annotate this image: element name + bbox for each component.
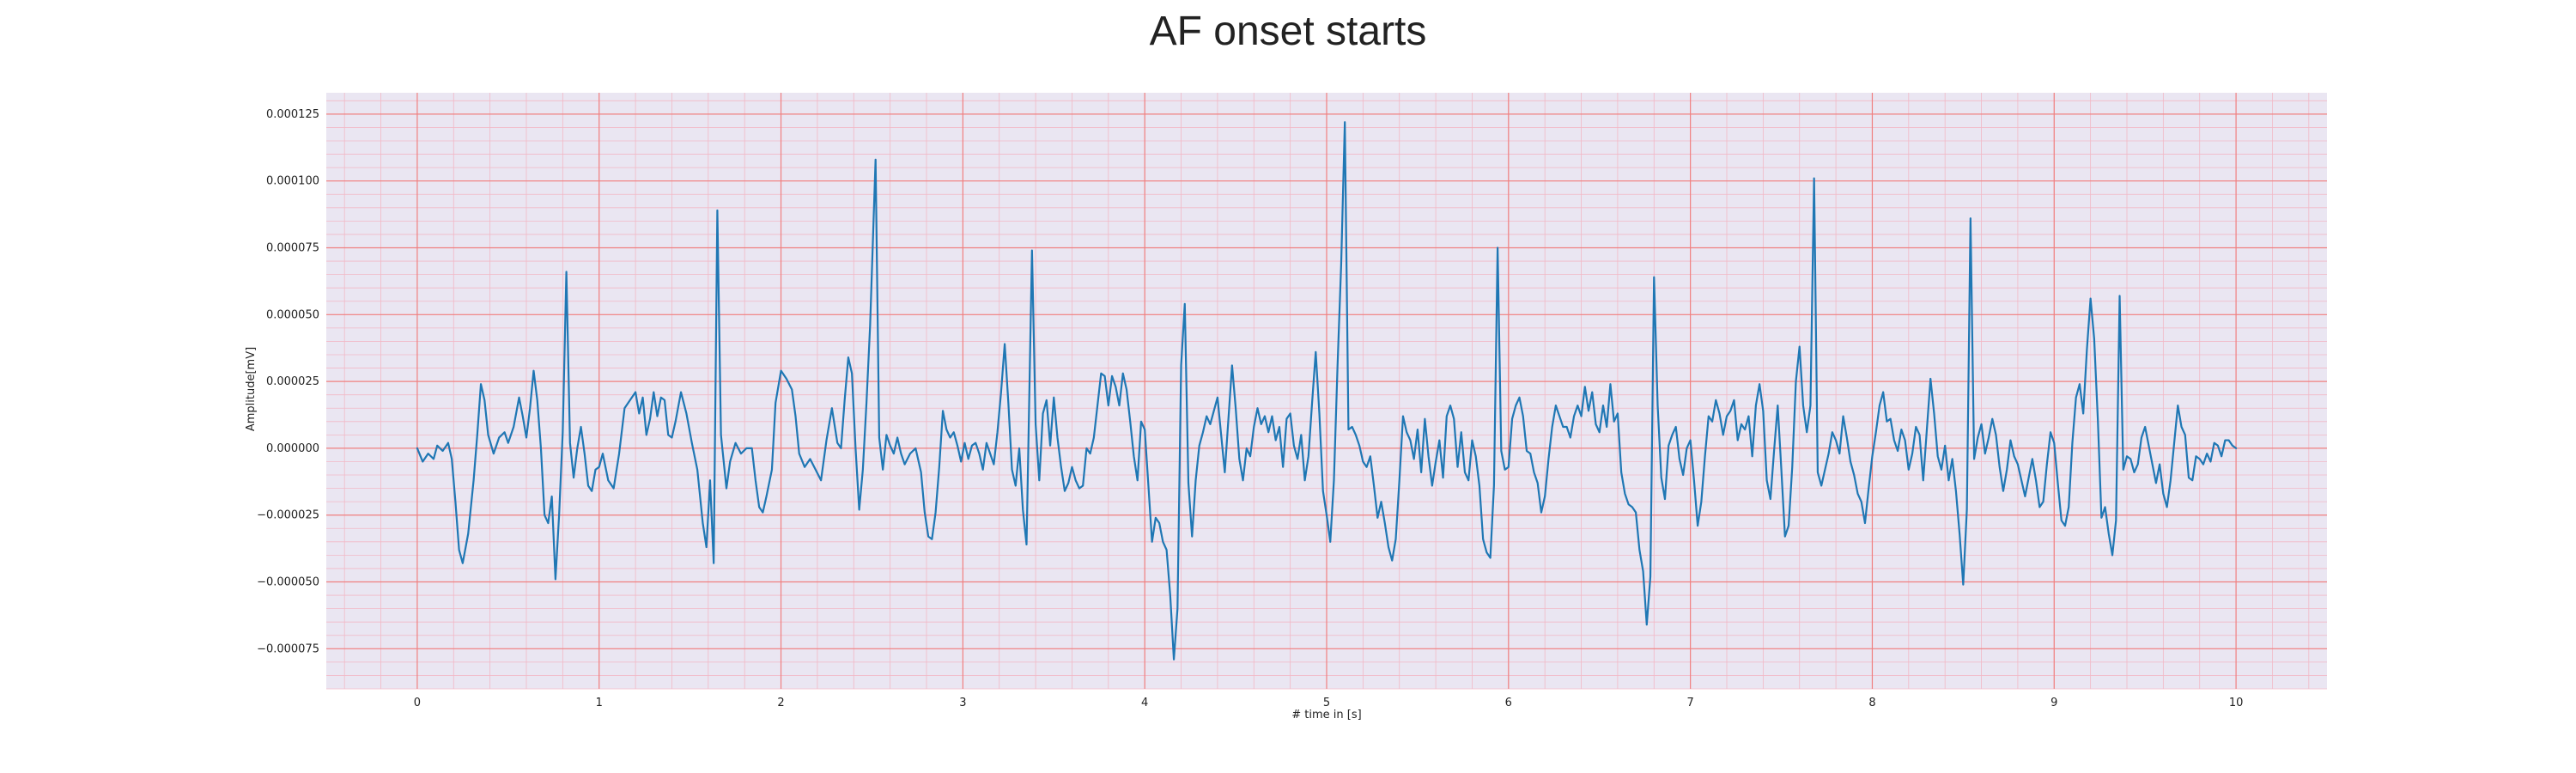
major-grid: [326, 93, 2327, 689]
x-tick-label: 0: [414, 697, 421, 709]
ecg-signal-line: [416, 121, 2238, 660]
y-tick-label: 0.000050: [266, 308, 319, 321]
y-axis-label: Amplitude[mV]: [245, 347, 258, 431]
x-tick-label: 7: [1686, 697, 1693, 709]
x-tick-label: 2: [777, 697, 784, 709]
x-axis-ticks: 0 1 2 3 4 5 6 7 8 9 10: [414, 697, 2244, 709]
y-tick-label: −0.000050: [257, 576, 319, 589]
y-tick-label: −0.000025: [257, 509, 319, 522]
x-tick-label: 3: [959, 697, 966, 709]
x-tick-label: 1: [596, 697, 603, 709]
x-axis-label: # time in [s]: [1291, 709, 1361, 721]
y-tick-label: −0.000075: [257, 642, 319, 655]
series-layer: [416, 121, 2238, 660]
x-tick-label: 6: [1505, 697, 1512, 709]
x-tick-label: 8: [1868, 697, 1875, 709]
x-tick-label: 4: [1141, 697, 1148, 709]
y-tick-label: 0.000100: [266, 175, 319, 188]
y-tick-label: 0.000075: [266, 242, 319, 255]
y-tick-label: 0.000025: [266, 375, 319, 388]
y-axis-ticks: −0.000075 −0.000050 −0.000025 0.000000 0.000…: [257, 108, 319, 655]
x-tick-label: 10: [2229, 697, 2244, 709]
y-tick-label: 0.000125: [266, 108, 319, 121]
x-tick-label: 9: [2050, 697, 2057, 709]
x-tick-label: 5: [1323, 697, 1330, 709]
y-tick-label: 0.000000: [266, 442, 319, 455]
chart-title: AF onset starts: [1150, 9, 1427, 54]
